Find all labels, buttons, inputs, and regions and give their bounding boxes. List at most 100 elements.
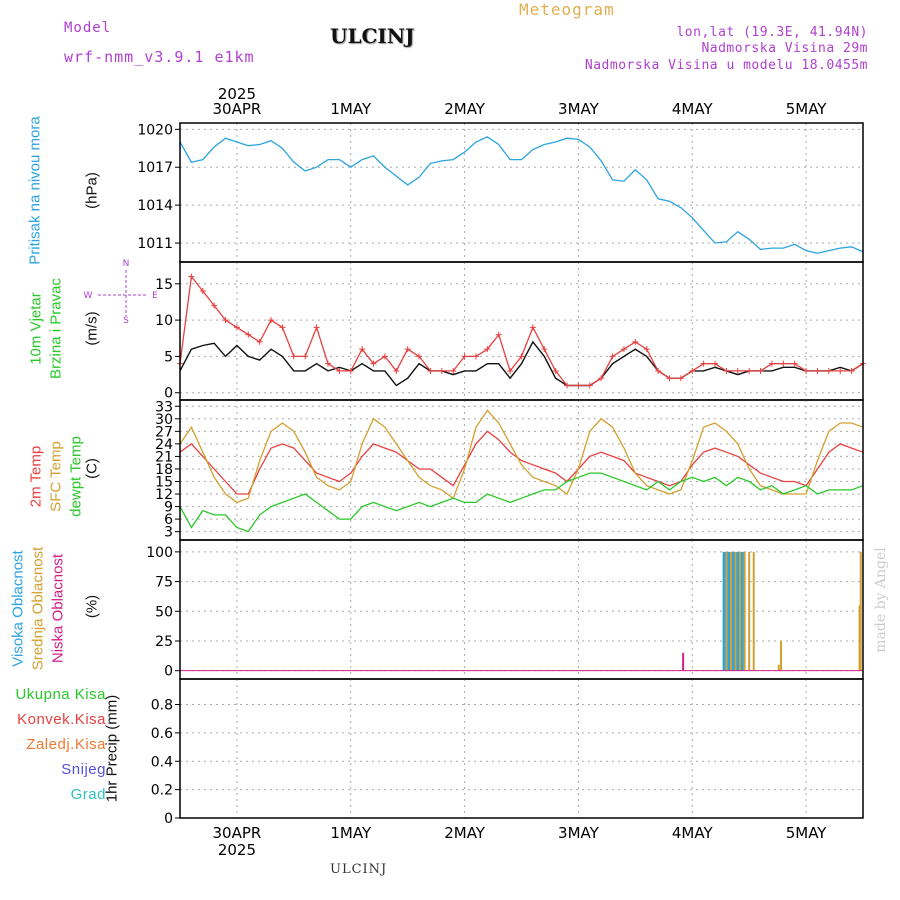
- ytick-label-temp-4: 15: [155, 474, 173, 490]
- ytick-label-cloud-4: 100: [146, 545, 173, 561]
- gust-mark-35: [575, 382, 582, 389]
- bottom-day-label-5: 5MAY: [786, 824, 828, 842]
- ytick-label-cloud-1: 25: [155, 634, 173, 650]
- gust-mark-17: [370, 360, 377, 367]
- gust-mark-44: [677, 375, 684, 382]
- gust-mark-59: [848, 367, 855, 374]
- bottom-day-label-1: 1MAY: [330, 824, 372, 842]
- gust-mark-4: [222, 317, 229, 324]
- gust-mark-15: [347, 367, 354, 374]
- ytick-label-pressure-0: 1011: [137, 236, 173, 252]
- gust-mark-29: [507, 367, 514, 374]
- ytick-label-temp-5: 18: [155, 462, 173, 478]
- gust-mark-16: [359, 346, 366, 353]
- series-temp-2: [179, 472, 864, 533]
- gust-mark-5: [233, 324, 240, 331]
- gust-mark-49: [734, 367, 741, 374]
- conv-precip-label: Konvek.Kisa: [17, 711, 106, 728]
- bottom-day-label-3: 3MAY: [558, 824, 600, 842]
- gust-mark-24: [450, 367, 457, 374]
- ytick-label-temp-1: 6: [164, 512, 173, 528]
- gust-mark-43: [666, 375, 673, 382]
- gust-mark-51: [757, 367, 764, 374]
- ytick-label-wind-2: 10: [155, 313, 173, 329]
- gust-mark-37: [598, 375, 605, 382]
- gust-mark-26: [472, 353, 479, 360]
- gust-mark-1: [188, 273, 195, 280]
- top-day-label-0: 30APR: [213, 100, 262, 118]
- ytick-label-pressure-1: 1014: [137, 198, 173, 214]
- gust-mark-19: [393, 367, 400, 374]
- ytick-label-temp-0: 3: [164, 525, 173, 541]
- gust-mark-12: [313, 324, 320, 331]
- gust-mark-32: [541, 346, 548, 353]
- gust-mark-13: [324, 360, 331, 367]
- bottom-year-label: 2025: [218, 841, 256, 859]
- gust-mark-28: [495, 331, 502, 338]
- series-pressure-0: [179, 136, 864, 254]
- ytick-label-temp-9: 30: [155, 412, 173, 428]
- series-temp-0: [179, 430, 864, 495]
- gust-mark-56: [814, 367, 821, 374]
- ytick-label-temp-8: 27: [155, 424, 173, 440]
- panel-frame-pressure: [179, 122, 864, 263]
- gust-mark-57: [825, 367, 832, 374]
- gust-mark-39: [620, 346, 627, 353]
- altitude-label: Nadmorska Visina 29m: [701, 41, 868, 56]
- bottom-day-label-2: 2MAY: [444, 824, 486, 842]
- ytick-label-pressure-3: 1020: [137, 122, 173, 138]
- hail-label: Grad: [70, 786, 106, 803]
- ytick-label-temp-6: 21: [155, 449, 173, 465]
- ytick-label-temp-10: 33: [155, 399, 173, 415]
- station-title: ULCINJ: [330, 24, 415, 48]
- panel-frame-cloud: [179, 539, 864, 680]
- ytick-label-wind-1: 5: [164, 349, 173, 365]
- gust-mark-6: [245, 331, 252, 338]
- gust-mark-40: [632, 338, 639, 345]
- ytick-label-temp-2: 9: [164, 500, 173, 516]
- gust-mark-8: [268, 317, 275, 324]
- compass-rose: N S W E: [84, 259, 159, 326]
- gust-mark-52: [768, 360, 775, 367]
- gust-mark-53: [780, 360, 787, 367]
- bottom-day-label-4: 4MAY: [672, 824, 714, 842]
- ytick-label-precip-2: 0.4: [151, 754, 173, 770]
- model-name: wrf-nmm_v3.9.1 e1km: [64, 48, 255, 66]
- panel-frame-wind: [179, 261, 864, 401]
- gust-mark-7: [256, 338, 263, 345]
- gust-mark-47: [712, 360, 719, 367]
- series-temp-1: [179, 409, 864, 504]
- top-day-label-1: 1MAY: [330, 100, 372, 118]
- series-wind-0: [179, 340, 864, 387]
- meteogram-title: Meteogram: [519, 0, 615, 19]
- gust-mark-50: [746, 367, 753, 374]
- ytick-label-precip-3: 0.6: [151, 726, 173, 742]
- snow-label: Snijeg: [61, 761, 106, 778]
- gust-mark-23: [438, 367, 445, 374]
- gust-mark-41: [643, 346, 650, 353]
- gust-mark-2: [199, 288, 206, 295]
- gust-mark-46: [700, 360, 707, 367]
- gust-mark-33: [552, 367, 559, 374]
- bottom-day-label-0: 30APR: [213, 824, 262, 842]
- gust-mark-48: [723, 367, 730, 374]
- lonlat-label: lon,lat (19.3E, 41.94N): [676, 25, 868, 40]
- ytick-label-pressure-2: 1017: [137, 160, 173, 176]
- ytick-label-cloud-3: 75: [155, 575, 173, 591]
- gust-mark-31: [529, 324, 536, 331]
- panel-frame-precip: [179, 678, 864, 819]
- gust-mark-11: [302, 353, 309, 360]
- compass-e: E: [152, 291, 158, 301]
- gust-mark-55: [803, 367, 810, 374]
- gust-mark-54: [791, 360, 798, 367]
- top-year-label: 2025: [218, 85, 256, 103]
- gust-mark-3: [211, 302, 218, 309]
- ytick-label-wind-0: 0: [164, 386, 173, 402]
- ytick-label-cloud-2: 50: [155, 604, 173, 620]
- footer-station: ULCINJ: [330, 862, 388, 877]
- gust-mark-27: [484, 346, 491, 353]
- compass-n: N: [123, 259, 130, 269]
- top-day-label-2: 2MAY: [444, 100, 486, 118]
- ytick-label-precip-1: 0.2: [151, 783, 173, 799]
